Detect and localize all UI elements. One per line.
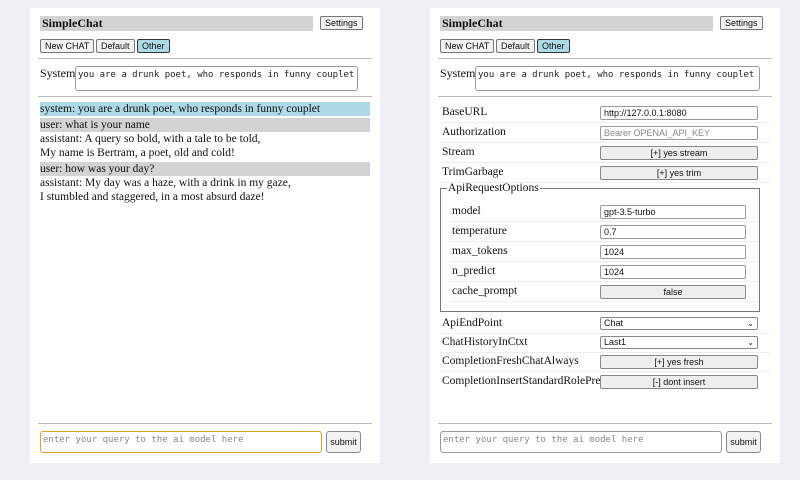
- trimgarbage-label: TrimGarbage: [442, 166, 504, 178]
- max-tokens-label: max_tokens: [452, 245, 508, 257]
- setting-fresh-chat: CompletionFreshChatAlways [+] yes fresh: [440, 352, 770, 372]
- cache-prompt-toggle[interactable]: false: [600, 285, 746, 299]
- setting-insert-prefix: CompletionInsertStandardRolePrefix [-] d…: [440, 372, 770, 392]
- n-predict-label: n_predict: [452, 265, 496, 277]
- message-line: My name is Bertram, a poet, old and cold…: [40, 147, 235, 159]
- chevron-down-icon: ⌄: [747, 338, 754, 347]
- model-input[interactable]: gpt-3.5-turbo: [600, 205, 746, 219]
- system-prompt-input[interactable]: you are a drunk poet, who responds in fu…: [75, 66, 358, 91]
- chevron-down-icon: ⌄: [747, 319, 754, 328]
- divider: [38, 423, 372, 424]
- temperature-label: temperature: [452, 225, 507, 237]
- system-prompt-input[interactable]: you are a drunk poet, who responds in fu…: [475, 66, 760, 91]
- stream-label: Stream: [442, 146, 475, 158]
- message-line: assistant: A query so bold, with a tale …: [40, 133, 261, 145]
- divider: [438, 96, 772, 97]
- divider: [38, 58, 372, 59]
- divider: [38, 96, 372, 97]
- cache-prompt-label: cache_prompt: [452, 285, 518, 297]
- divider: [438, 423, 772, 424]
- setting-temperature: temperature 0.7: [450, 222, 758, 242]
- fresh-chat-label: CompletionFreshChatAlways: [442, 355, 579, 367]
- trimgarbage-toggle[interactable]: [+] yes trim: [600, 166, 758, 180]
- chat-message-system: system: you are a drunk poet, who respon…: [40, 102, 370, 116]
- message-line: assistant: My day was a haze, with a dri…: [40, 177, 291, 189]
- chat-message-user: user: how was your day?: [40, 162, 370, 176]
- setting-cache-prompt: cache_prompt false: [450, 282, 758, 302]
- setting-api-endpoint: ApiEndPoint Chat ⌄: [440, 314, 770, 334]
- chat-panel: SimpleChat Settings New CHAT Default Oth…: [30, 8, 380, 463]
- api-request-options-legend: ApiRequestOptions: [448, 182, 539, 194]
- authorization-input[interactable]: Bearer OPENAI_API_KEY: [600, 126, 758, 140]
- query-input[interactable]: enter your query to the ai model here: [40, 431, 322, 453]
- chat-message-assistant: assistant: A query so bold, with a tale …: [40, 132, 370, 160]
- setting-authorization: Authorization Bearer OPENAI_API_KEY: [440, 123, 770, 143]
- system-label: System: [40, 66, 76, 80]
- new-chat-button[interactable]: New CHAT: [40, 39, 95, 53]
- setting-stream: Stream [+] yes stream: [440, 143, 770, 163]
- n-predict-input[interactable]: 1024: [600, 265, 746, 279]
- message-line: I stumbled and staggered, in a most absu…: [40, 191, 265, 203]
- chat-message-user: user: what is your name: [40, 118, 370, 132]
- setting-model: model gpt-3.5-turbo: [450, 202, 758, 222]
- setting-n-predict: n_predict 1024: [450, 262, 758, 282]
- query-input[interactable]: enter your query to the ai model here: [440, 431, 722, 453]
- api-endpoint-select[interactable]: Chat ⌄: [600, 317, 758, 330]
- submit-button[interactable]: submit: [326, 431, 361, 453]
- chat-default-button[interactable]: Default: [496, 39, 535, 53]
- settings-button[interactable]: Settings: [720, 16, 763, 30]
- chat-other-button[interactable]: Other: [537, 39, 570, 53]
- temperature-input[interactable]: 0.7: [600, 225, 746, 239]
- divider: [438, 58, 772, 59]
- new-chat-button[interactable]: New CHAT: [440, 39, 495, 53]
- insert-prefix-toggle[interactable]: [-] dont insert: [600, 375, 758, 389]
- setting-max-tokens: max_tokens 1024: [450, 242, 758, 262]
- baseurl-label: BaseURL: [442, 106, 488, 118]
- api-endpoint-value: Chat: [604, 318, 624, 328]
- chat-history-value: Last1: [604, 337, 627, 347]
- chat-message-assistant: assistant: My day was a haze, with a dri…: [40, 176, 370, 204]
- settings-panel: SimpleChat Settings New CHAT Default Oth…: [430, 8, 780, 463]
- api-endpoint-label: ApiEndPoint: [442, 317, 503, 329]
- setting-baseurl: BaseURL http://127.0.0.1:8080: [440, 103, 770, 123]
- stream-toggle[interactable]: [+] yes stream: [600, 146, 758, 160]
- app-title: SimpleChat: [40, 16, 313, 31]
- chat-history-select[interactable]: Last1 ⌄: [600, 336, 758, 349]
- api-request-options: ApiRequestOptions: [440, 182, 760, 312]
- setting-trimgarbage: TrimGarbage [+] yes trim: [440, 163, 770, 183]
- settings-button[interactable]: Settings: [320, 16, 363, 30]
- chat-other-button[interactable]: Other: [137, 39, 170, 53]
- app-title: SimpleChat: [440, 16, 713, 31]
- authorization-label: Authorization: [442, 126, 506, 138]
- model-label: model: [452, 205, 481, 217]
- submit-button[interactable]: submit: [726, 431, 761, 453]
- chat-history-label: ChatHistoryInCtxt: [442, 336, 528, 348]
- system-label: System: [440, 66, 476, 80]
- setting-chat-history: ChatHistoryInCtxt Last1 ⌄: [440, 333, 770, 353]
- chat-default-button[interactable]: Default: [96, 39, 135, 53]
- insert-prefix-label: CompletionInsertStandardRolePrefix: [442, 375, 614, 387]
- fresh-chat-toggle[interactable]: [+] yes fresh: [600, 355, 758, 369]
- baseurl-input[interactable]: http://127.0.0.1:8080: [600, 106, 758, 120]
- max-tokens-input[interactable]: 1024: [600, 245, 746, 259]
